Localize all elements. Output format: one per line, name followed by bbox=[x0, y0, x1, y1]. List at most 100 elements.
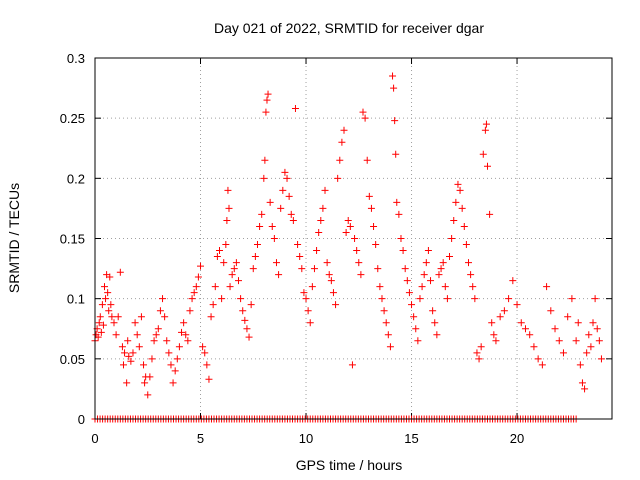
data-point bbox=[393, 198, 401, 206]
data-point bbox=[159, 295, 167, 303]
data-point bbox=[114, 313, 122, 321]
data-point bbox=[435, 271, 443, 279]
axis-ticks: 0 0.05 0.1 0.15 0.2 0.25 0.3 0 5 10 15 20 bbox=[60, 51, 612, 446]
data-point bbox=[197, 262, 205, 270]
data-point bbox=[262, 108, 270, 116]
data-point bbox=[156, 307, 164, 315]
data-point bbox=[490, 331, 498, 339]
data-point bbox=[224, 186, 232, 194]
data-point bbox=[397, 235, 405, 242]
data-point bbox=[420, 271, 428, 279]
data-point bbox=[346, 222, 354, 230]
data-point bbox=[429, 307, 437, 315]
data-point bbox=[300, 289, 308, 297]
data-point bbox=[408, 301, 416, 309]
data-point bbox=[173, 355, 181, 363]
data-point bbox=[234, 277, 242, 285]
data-point bbox=[152, 331, 160, 339]
data-point bbox=[403, 277, 411, 285]
data-point bbox=[264, 90, 272, 98]
data-point bbox=[211, 283, 219, 291]
x-tick-label: 5 bbox=[197, 431, 204, 446]
data-point bbox=[574, 319, 582, 327]
data-point bbox=[104, 289, 112, 297]
data-point bbox=[424, 247, 432, 255]
data-point bbox=[260, 174, 268, 182]
data-point bbox=[458, 204, 466, 212]
data-point bbox=[180, 319, 188, 327]
data-point bbox=[462, 241, 470, 249]
data-point bbox=[225, 204, 233, 212]
data-point bbox=[95, 319, 103, 327]
data-point bbox=[216, 247, 224, 255]
data-point bbox=[127, 357, 135, 365]
data-point bbox=[475, 355, 483, 363]
data-point bbox=[431, 319, 439, 327]
data-point bbox=[169, 379, 177, 387]
data-point bbox=[534, 355, 542, 363]
data-point bbox=[483, 162, 491, 170]
data-point bbox=[572, 337, 580, 345]
data-point bbox=[359, 108, 367, 116]
data-point bbox=[161, 313, 169, 321]
data-point bbox=[313, 247, 321, 255]
data-point bbox=[123, 379, 131, 387]
data-point bbox=[401, 265, 409, 273]
data-point bbox=[258, 210, 266, 218]
data-point bbox=[205, 375, 213, 383]
data-point bbox=[171, 367, 179, 375]
data-point bbox=[551, 325, 559, 333]
data-point bbox=[249, 265, 257, 273]
data-point bbox=[241, 316, 249, 324]
data-point bbox=[473, 349, 481, 357]
data-point bbox=[399, 247, 407, 255]
data-point bbox=[496, 313, 504, 321]
data-point bbox=[559, 349, 567, 357]
data-point bbox=[446, 253, 454, 261]
data-point bbox=[443, 295, 451, 303]
data-point bbox=[291, 105, 299, 113]
data-point bbox=[414, 337, 422, 345]
data-point bbox=[517, 319, 525, 327]
data-point bbox=[108, 313, 116, 321]
data-point bbox=[391, 117, 399, 125]
data-point bbox=[390, 84, 398, 92]
data-point bbox=[486, 210, 494, 218]
data-point bbox=[589, 319, 597, 327]
data-point bbox=[418, 283, 426, 291]
data-point bbox=[118, 343, 126, 351]
data-point bbox=[266, 198, 274, 206]
chart-title: Day 021 of 2022, SRMTID for receiver dga… bbox=[214, 20, 484, 36]
data-point bbox=[310, 265, 318, 273]
data-point bbox=[323, 259, 331, 267]
data-point bbox=[245, 333, 253, 341]
data-point bbox=[452, 198, 460, 206]
y-tick-label: 0 bbox=[78, 412, 85, 427]
data-point bbox=[370, 222, 378, 230]
data-point bbox=[367, 204, 375, 212]
data-point bbox=[317, 216, 325, 224]
data-point bbox=[263, 96, 271, 104]
data-point bbox=[467, 271, 475, 279]
data-point bbox=[207, 313, 215, 321]
data-point bbox=[232, 259, 240, 267]
data-point bbox=[228, 271, 236, 279]
data-point bbox=[492, 337, 500, 345]
data-point bbox=[336, 156, 344, 164]
x-tick-label: 15 bbox=[404, 431, 418, 446]
data-point bbox=[96, 313, 104, 321]
data-point bbox=[275, 271, 283, 279]
data-point bbox=[488, 319, 496, 327]
data-point bbox=[272, 259, 280, 267]
data-point bbox=[230, 265, 238, 273]
data-point bbox=[194, 273, 202, 281]
data-point bbox=[448, 235, 456, 242]
data-point bbox=[384, 331, 392, 339]
data-point bbox=[422, 259, 430, 267]
data-point bbox=[148, 355, 156, 363]
data-point bbox=[201, 349, 209, 357]
y-tick-label: 0.2 bbox=[67, 171, 85, 186]
data-point bbox=[105, 307, 113, 315]
data-point bbox=[585, 331, 593, 339]
